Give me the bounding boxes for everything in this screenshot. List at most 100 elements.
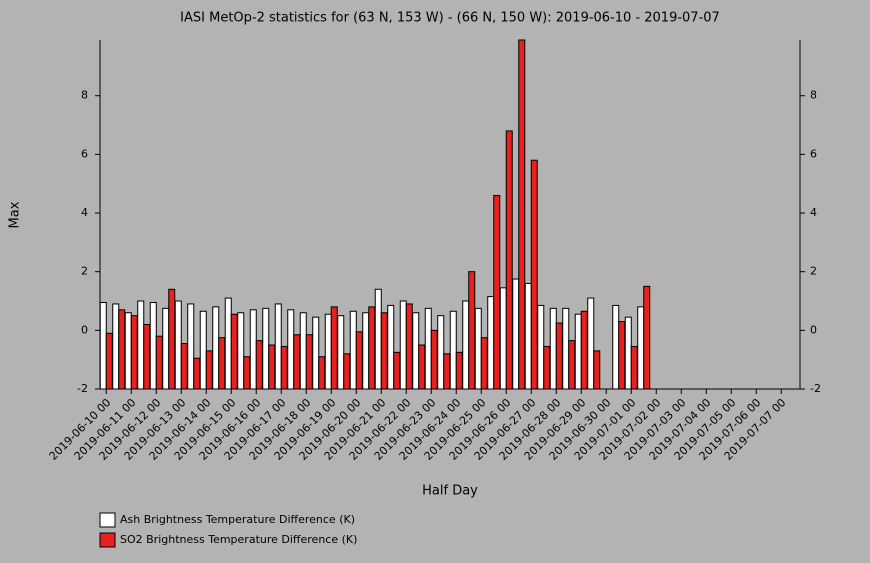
bar	[312, 316, 320, 390]
y2-tick-label: 4	[810, 206, 817, 219]
bar	[280, 345, 288, 390]
y-tick-label: 8	[81, 89, 88, 102]
bar	[337, 315, 345, 390]
bar	[299, 312, 307, 390]
bar	[218, 337, 226, 390]
bar	[455, 351, 463, 390]
bar	[187, 303, 195, 390]
y-axis-label: Max	[8, 201, 23, 228]
bar	[262, 307, 270, 390]
bar	[137, 300, 145, 390]
bar	[99, 301, 107, 390]
bar	[568, 340, 576, 390]
bar	[305, 334, 313, 390]
bar	[493, 194, 501, 390]
bar	[462, 300, 470, 390]
bar	[368, 306, 376, 390]
bar	[399, 300, 407, 390]
bar	[505, 130, 513, 390]
bar	[587, 297, 595, 390]
y2-tick-label: 2	[810, 265, 817, 278]
bar	[249, 309, 257, 390]
bar	[193, 357, 201, 390]
bar	[630, 345, 638, 390]
bar	[149, 301, 157, 390]
bar	[612, 304, 620, 390]
bar	[380, 312, 388, 390]
y-tick-label: 6	[81, 147, 88, 160]
bar	[349, 310, 357, 390]
bar	[162, 307, 170, 390]
x-axis-label: Half Day	[422, 484, 478, 499]
bar	[593, 350, 601, 390]
bar	[362, 312, 370, 390]
y2-tick-label: 8	[810, 89, 817, 102]
legend-label: Ash Brightness Temperature Difference (K…	[120, 513, 355, 526]
bar	[324, 313, 332, 390]
y-tick-label: 4	[81, 206, 88, 219]
bar	[155, 335, 163, 390]
bar	[643, 285, 651, 390]
bar	[199, 310, 207, 390]
chart-title: IASI MetOp-2 statistics for (63 N, 153 W…	[180, 11, 720, 26]
y2-tick-label: -2	[810, 382, 821, 395]
bar	[374, 288, 382, 390]
bar	[343, 353, 351, 390]
bar	[387, 304, 395, 390]
bar	[205, 350, 213, 390]
bar	[574, 313, 582, 390]
bar	[274, 303, 282, 390]
legend-swatch	[99, 532, 116, 548]
bar	[174, 300, 182, 390]
bar	[430, 329, 438, 390]
bar	[562, 307, 570, 390]
bar	[230, 313, 238, 390]
bar	[237, 312, 245, 390]
bar	[130, 315, 138, 390]
bar	[543, 345, 551, 390]
y-tick-label: 2	[81, 265, 88, 278]
bar	[330, 306, 338, 390]
bar	[268, 344, 276, 390]
bar	[255, 340, 263, 390]
legend-swatch	[99, 512, 116, 528]
legend-label: SO2 Brightness Temperature Difference (K…	[120, 533, 357, 546]
bar	[143, 323, 151, 390]
bar	[212, 306, 220, 390]
y-tick-label: 0	[81, 323, 88, 336]
bar	[180, 343, 188, 390]
y2-tick-label: 6	[810, 147, 817, 160]
bar	[512, 278, 520, 390]
bar	[468, 271, 476, 390]
bar	[487, 296, 495, 390]
bar	[449, 310, 457, 390]
bar	[168, 288, 176, 390]
bar	[499, 287, 507, 390]
bar	[524, 282, 532, 390]
bar	[480, 337, 488, 390]
bar	[549, 307, 557, 390]
bar	[118, 309, 126, 390]
bar	[418, 344, 426, 390]
bar	[112, 303, 120, 390]
y-tick-label: -2	[77, 382, 88, 395]
bar	[537, 304, 545, 390]
bar	[224, 297, 232, 390]
bar	[624, 316, 632, 390]
bar	[555, 322, 563, 390]
y2-tick-label: 0	[810, 323, 817, 336]
bar	[124, 312, 132, 390]
bar	[618, 321, 626, 390]
bar	[287, 309, 295, 390]
bar	[393, 351, 401, 390]
bar	[243, 356, 251, 390]
bar	[293, 334, 301, 390]
bar	[424, 307, 432, 390]
bar	[474, 307, 482, 390]
bar	[443, 353, 451, 390]
bar	[318, 356, 326, 390]
bar	[637, 306, 645, 390]
bar	[518, 39, 526, 390]
